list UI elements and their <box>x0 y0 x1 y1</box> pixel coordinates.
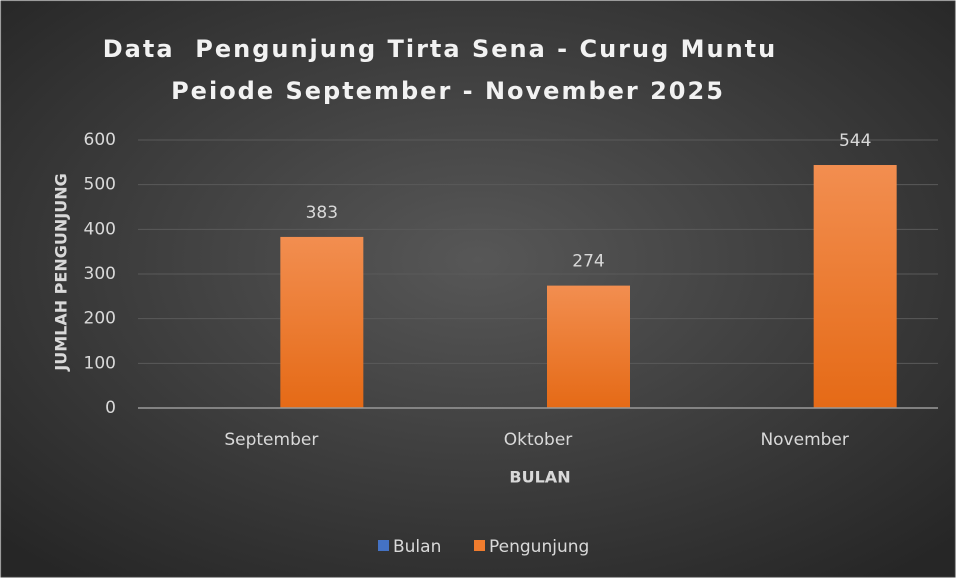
legend-label: Pengunjung <box>489 537 589 557</box>
y-tick-label: 0 <box>105 398 116 418</box>
x-tick-label: Oktober <box>504 430 573 450</box>
x-tick-label: November <box>760 430 848 450</box>
legend-swatch <box>378 540 389 551</box>
data-label: 274 <box>572 252 604 272</box>
y-tick-label: 300 <box>84 264 116 284</box>
chart-subtitle: Peiode September - November 2025 <box>171 77 725 105</box>
y-tick-label: 500 <box>84 175 116 195</box>
data-label: 544 <box>839 131 871 151</box>
chart-title: Data Pengunjung Tirta Sena - Curug Muntu <box>103 35 777 63</box>
x-tick-label: September <box>224 430 318 450</box>
bar <box>547 285 630 408</box>
y-tick-label: 100 <box>84 353 116 373</box>
y-tick-label: 600 <box>84 130 116 150</box>
data-label: 383 <box>306 203 338 223</box>
y-axis-label: JUMLAH PENGUNJUNG <box>52 173 71 371</box>
legend-label: Bulan <box>393 537 441 557</box>
x-axis-label: BULAN <box>509 468 570 487</box>
legend-swatch <box>474 540 485 551</box>
bar <box>280 236 364 408</box>
y-tick-label: 200 <box>84 309 116 329</box>
bar <box>813 165 897 408</box>
y-tick-label: 400 <box>84 219 116 239</box>
